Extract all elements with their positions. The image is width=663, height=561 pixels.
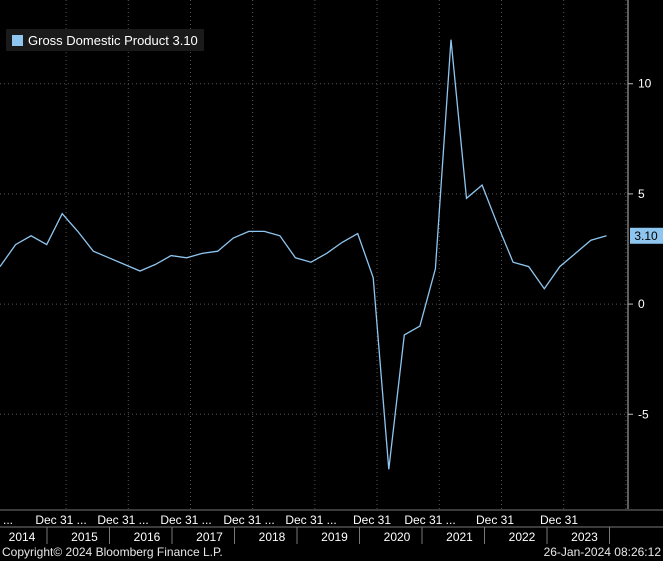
- x-year-label: 2017: [196, 530, 223, 544]
- x-year-label: 2019: [321, 530, 348, 544]
- x-year-label: 2016: [134, 530, 161, 544]
- axes: [0, 0, 663, 544]
- x-year-label: 2020: [384, 530, 411, 544]
- x-tick-label: Dec 31: [353, 513, 391, 527]
- x-year-label: 2015: [71, 530, 98, 544]
- y-tick-label: 10: [638, 77, 652, 91]
- last-value-label: 3.10: [634, 229, 658, 243]
- x-year-label: 2014: [9, 530, 36, 544]
- x-year-label: 2021: [446, 530, 473, 544]
- x-tick-label: Dec 31: [540, 513, 578, 527]
- y-tick-label: 5: [638, 187, 645, 201]
- y-tick-label: -5: [638, 407, 649, 421]
- x-tick-label: ...: [3, 513, 13, 527]
- x-year-label: 2022: [509, 530, 536, 544]
- legend-label: Gross Domestic Product 3.10: [28, 32, 198, 48]
- x-tick-label: Dec 31 ...: [223, 513, 274, 527]
- x-tick-label: Dec 31 ...: [160, 513, 211, 527]
- y-tick-label: 0: [638, 297, 645, 311]
- x-tick-label: Dec 31: [476, 513, 514, 527]
- last-value-box: [630, 227, 663, 244]
- copyright-text: Copyright© 2024 Bloomberg Finance L.P.: [2, 545, 223, 559]
- grid: [0, 0, 628, 509]
- labels: 10 5 0 -5... Dec 31 ... Dec 31 ... Dec 31 ... D…: [3, 77, 663, 544]
- legend: Gross Domestic Product 3.10: [6, 29, 204, 51]
- x-tick-label: Dec 31 ...: [97, 513, 148, 527]
- x-tick-label: Dec 31 ...: [285, 513, 336, 527]
- legend-swatch: [12, 34, 23, 46]
- x-tick-label: Dec 31 ...: [404, 513, 455, 527]
- timestamp-text: 26-Jan-2024 08:26:12: [543, 545, 661, 559]
- series-layer: [0, 39, 607, 470]
- gdp-line: [0, 39, 607, 470]
- x-year-label: 2018: [259, 530, 286, 544]
- x-tick-label: Dec 31 ...: [35, 513, 86, 527]
- x-year-label: 2023: [571, 530, 598, 544]
- footer: Copyright© 2024 Bloomberg Finance L.P. 2…: [0, 544, 663, 561]
